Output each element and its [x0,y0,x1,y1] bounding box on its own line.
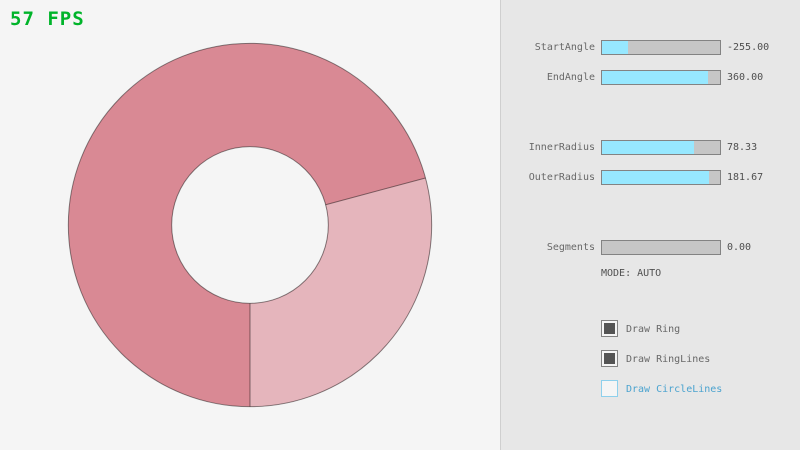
ring-outer-circle-line [67,42,433,408]
checkbox-draw-circlelines[interactable]: Draw CircleLines [601,380,781,397]
ring-inner-circle-line [171,146,329,304]
segments-label: Segments [546,242,595,253]
draw-ring-label: Draw Ring [626,324,681,335]
innerradius-slider[interactable] [601,140,721,155]
checkbox-draw-ringlines[interactable]: Draw RingLines [601,350,781,367]
ring-start-line [325,177,426,206]
checkbox-draw-ring[interactable]: Draw Ring [601,320,781,337]
slider-row-endangle: EndAngle 360.00 [501,70,800,85]
ring-fill-single [250,177,432,407]
draw-ringlines-label: Draw RingLines [626,354,711,365]
segments-value: 0.00 [727,242,752,253]
startangle-value: -255.00 [727,42,770,53]
segments-slider[interactable] [601,240,721,255]
slider-row-outerradius: OuterRadius 181.67 [501,170,800,185]
endangle-slider[interactable] [601,70,721,85]
innerradius-label: InnerRadius [528,142,595,153]
outerradius-slider[interactable] [601,170,721,185]
startangle-slider-fill [602,41,628,54]
startangle-label: StartAngle [534,42,595,53]
draw-ringlines-checkbox-icon[interactable] [601,350,618,367]
startangle-slider[interactable] [601,40,721,55]
endangle-slider-fill [602,71,709,84]
ring-canvas [67,42,433,408]
fps-counter: 57 FPS [10,8,85,30]
draw-ring-checkbox-icon[interactable] [601,320,618,337]
endangle-value: 360.00 [727,72,764,83]
endangle-label: EndAngle [546,72,595,83]
draw-circlelines-checkbox-icon[interactable] [601,380,618,397]
draw-circlelines-label: Draw CircleLines [626,384,723,395]
slider-row-segments: Segments 0.00 [501,240,800,255]
outerradius-slider-fill [602,171,710,184]
outerradius-label: OuterRadius [528,172,595,183]
slider-row-startangle: StartAngle -255.00 [501,40,800,55]
outerradius-value: 181.67 [727,172,764,183]
slider-row-innerradius: InnerRadius 78.33 [501,140,800,155]
innerradius-value: 78.33 [727,142,758,153]
controls-panel: StartAngle -255.00 EndAngle 360.00 Inner… [500,0,800,450]
segments-mode-text: MODE: AUTO [601,268,662,279]
innerradius-slider-fill [602,141,695,154]
